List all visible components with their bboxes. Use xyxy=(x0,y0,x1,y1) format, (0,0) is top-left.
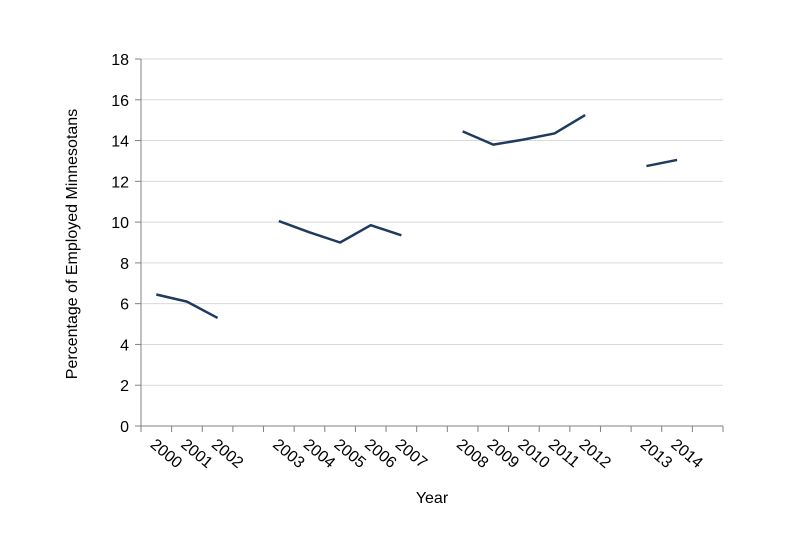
y-tick-label: 16 xyxy=(111,93,129,110)
series-line-segment xyxy=(278,219,402,244)
y-tick-labels: 0 2 4 6 8 10 12 14 16 18 xyxy=(111,52,129,436)
x-tick-label: 2009 xyxy=(484,436,522,472)
x-tick-label: 2012 xyxy=(576,436,614,472)
y-axis-title: Percentage of Employed Minnesotans xyxy=(64,109,81,379)
y-tick-label: 0 xyxy=(120,419,129,436)
x-tick-label: 2005 xyxy=(331,436,369,472)
y-tick-label: 12 xyxy=(111,174,129,191)
x-tick-label: 2010 xyxy=(514,436,552,472)
x-axis-title: Year xyxy=(416,490,449,507)
x-tick-label: 2004 xyxy=(300,436,338,472)
x-tick-label: 2007 xyxy=(392,436,430,472)
x-tick-label: 2006 xyxy=(361,436,399,472)
y-tick-label: 18 xyxy=(111,52,129,69)
y-tick-label: 8 xyxy=(120,256,129,273)
series-line-segment xyxy=(646,158,678,168)
y-tick-label: 10 xyxy=(111,215,129,232)
gridlines xyxy=(141,58,723,386)
x-tick-label: 2008 xyxy=(453,436,491,472)
x-tick-label: 2001 xyxy=(177,436,215,472)
x-tick-label: 2003 xyxy=(269,436,307,472)
x-tick-label: 2014 xyxy=(667,436,705,472)
series-line-segment xyxy=(156,293,219,320)
x-tick-label: 2011 xyxy=(545,436,582,471)
series-line-segment xyxy=(462,113,586,146)
x-tick-label: 2002 xyxy=(208,436,246,472)
y-tick-label: 14 xyxy=(111,134,129,151)
x-tick-label: 2013 xyxy=(637,436,675,472)
series-lines xyxy=(156,113,678,320)
y-tick-label: 2 xyxy=(120,378,129,395)
axes xyxy=(135,58,724,432)
y-tick-label: 6 xyxy=(120,297,129,314)
x-tick-label: 2000 xyxy=(147,436,185,472)
y-tick-label: 4 xyxy=(120,337,129,354)
